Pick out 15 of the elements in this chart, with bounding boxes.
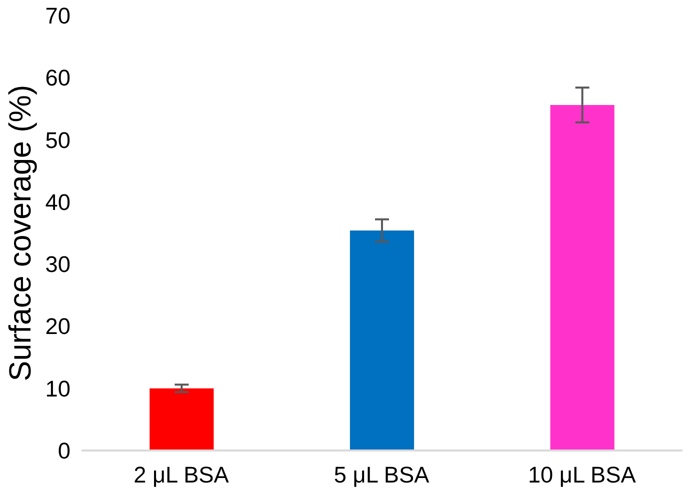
y-tick-label: 20 xyxy=(45,313,70,340)
y-tick-label: 10 xyxy=(45,375,70,402)
x-tick-label: 10 μL BSA xyxy=(528,462,637,488)
bar xyxy=(150,388,214,450)
y-tick-label: 30 xyxy=(45,251,70,278)
bar xyxy=(350,230,414,450)
y-tick-label: 50 xyxy=(45,126,70,153)
x-tick-label: 5 μL BSA xyxy=(334,462,430,488)
bar xyxy=(550,104,614,450)
y-tick-label: 40 xyxy=(45,188,70,215)
y-axis-title: Surface coverage (%) xyxy=(3,84,38,382)
y-tick-label: 60 xyxy=(45,64,70,91)
x-tick-label: 2 μL BSA xyxy=(134,462,230,488)
y-tick-label: 0 xyxy=(58,438,71,464)
y-tick-label: 70 xyxy=(45,2,70,28)
